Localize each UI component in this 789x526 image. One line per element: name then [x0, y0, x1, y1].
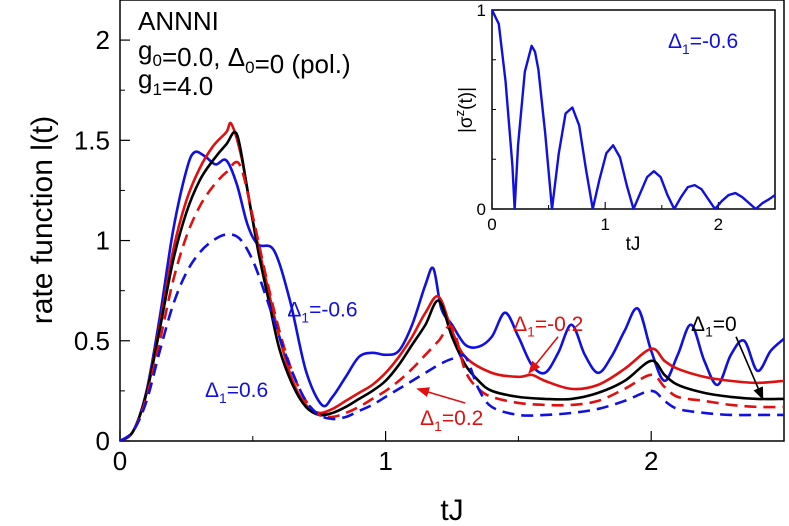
main-series-group	[120, 121, 784, 441]
main-y-tick-label: 0.5	[74, 326, 110, 356]
main-y-axis-label: rate function l(t)	[26, 116, 59, 324]
main-x-axis-label: tJ	[440, 494, 463, 526]
inset-legend: Δ1=-0.6	[668, 30, 738, 57]
main-plot-frame	[119, 0, 785, 442]
annotation-delta1-minus02-arrow	[528, 336, 559, 374]
annotation-delta1-minus02: Δ1=-0.2	[513, 313, 583, 340]
annotation-delta1-02: Δ1=0.2	[420, 407, 483, 434]
inset-x-tick-label: 0	[487, 215, 496, 234]
annotation-delta1-0-arrow	[735, 336, 764, 401]
header-line: g0=0.0, Δ0=0 (pol.)	[138, 35, 351, 79]
inset-y-label-text: |σz(t)|	[452, 87, 477, 133]
main-x-tick-label: 2	[644, 446, 658, 476]
series-line-3	[120, 160, 784, 441]
inset-x-tick-label: 2	[714, 215, 723, 234]
main-y-tick-label: 1	[96, 226, 110, 256]
inset-y-axis-label: |σz(t)|	[452, 87, 477, 133]
annotation-delta1-06: Δ1=0.6	[205, 379, 268, 406]
series-line-2	[120, 130, 784, 441]
inset-y-tick-label: 0	[477, 200, 486, 219]
inset-series-group	[492, 10, 775, 209]
annotation-delta1-0: Δ1=0	[691, 313, 737, 340]
inset-plot-frame	[491, 9, 776, 210]
main-y-tick-label: 2	[96, 25, 110, 55]
main-axis-ticks: 0 1 2 0 0.5 1 1.5 2	[74, 25, 659, 476]
annotation-delta1-02-arrow	[416, 387, 466, 404]
inset-axis-ticks: 0 1 2 0 1	[477, 1, 724, 234]
header-line: ANNNI	[138, 6, 219, 36]
series-line-1	[120, 121, 784, 441]
inset-x-axis-label: tJ	[626, 234, 641, 255]
inset-x-tick-label: 1	[600, 215, 609, 234]
inset-series-line-0	[492, 10, 775, 209]
annotation-delta1-minus06: Δ1=-0.6	[287, 299, 357, 326]
inset-y-tick-label: 1	[477, 1, 486, 20]
series-line-4	[120, 233, 784, 441]
main-x-tick-label: 0	[113, 446, 127, 476]
main-y-tick-label: 0	[96, 426, 110, 456]
main-y-tick-label: 1.5	[74, 125, 110, 155]
main-annotations-group: Δ1=-0.6 Δ1=0.6 Δ1=-0.2 Δ1=0.2 Δ1=0	[205, 299, 764, 434]
main-x-tick-label: 1	[378, 446, 392, 476]
inset-legend-label: Δ1=-0.6	[668, 30, 738, 57]
header-line: g1=4.0	[138, 64, 213, 101]
